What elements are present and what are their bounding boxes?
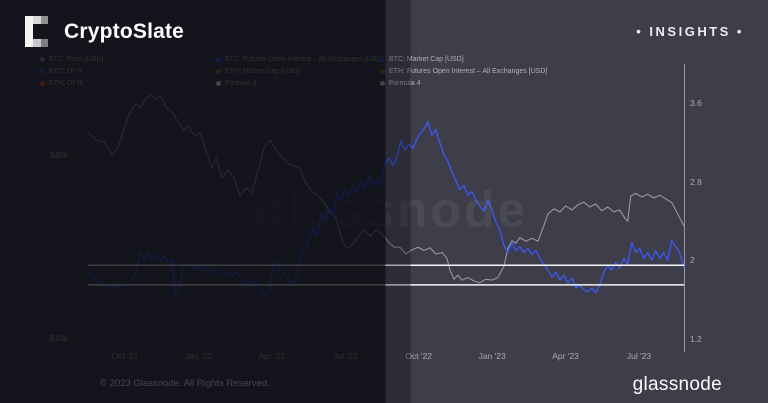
legend-dot-icon [380,68,385,74]
legend-dot-icon [40,80,45,86]
legend-dot-icon [380,56,385,62]
cryptoslate-logo-icon [25,16,48,47]
cryptoslate-title: CryptoSlate [64,19,185,43]
legend-label: ETH: Market Cap [USD] [225,67,300,75]
x-tick-label: Jan '22 [184,351,212,361]
legend-label: ETH: OI % [49,79,83,87]
legend-item: Formula 3 [216,77,383,89]
legend-item: BTC: Price [USD] [40,53,103,65]
glassnode-wordmark: glassnode [632,374,722,395]
legend-item: BTC: OI % [40,65,103,77]
right-axis-label: 3.6 [690,98,702,108]
legend-item: BTC: Market Cap [USD] [380,53,547,65]
legend-item: ETH: OI % [40,77,103,89]
chart-legend: BTC: Price [USD] BTC: OI % ETH: OI % BTC: F… [0,53,768,93]
right-axis-label: 1.2 [690,334,702,344]
legend-column-3: BTC: Market Cap [USD] ETH: Futures Open I… [380,53,547,89]
left-axis-label: $10k [49,333,68,343]
x-tick-label: Apr '23 [552,351,579,361]
legend-column-1: BTC: Price [USD] BTC: OI % ETH: OI % [40,53,103,89]
legend-label: Formula 4 [389,79,421,87]
legend-item: ETH: Futures Open Interest – All Exchang… [380,65,547,77]
legend-item: ETH: Market Cap [USD] [216,65,383,77]
legend-dot-icon [216,56,221,62]
insights-badge: • INSIGHTS • [636,24,744,39]
legend-label: BTC: Futures Open Interest – All Exchang… [225,55,384,63]
right-axis-label: 2.8 [690,176,702,187]
x-tick-label: Jul '23 [626,351,652,361]
legend-label: BTC: OI % [49,67,83,75]
cryptoslate-brand: CryptoSlate [25,16,184,47]
left-axis-label: $40k [49,150,68,160]
x-tick-label: Apr '22 [258,351,286,361]
x-tick-label: Jan '23 [478,351,506,361]
legend-dot-icon [216,68,221,74]
legend-dot-icon [380,80,385,86]
legend-label: Formula 3 [225,79,257,87]
legend-dot-icon [40,68,45,74]
legend-dot-icon [216,80,221,86]
x-tick-label: Oct '21 [111,351,139,361]
glassnode-watermark: glassnode [254,182,529,238]
legend-label: ETH: Futures Open Interest – All Exchang… [389,67,548,75]
legend-item: BTC: Futures Open Interest – All Exchang… [216,53,383,65]
legend-column-2: BTC: Futures Open Interest – All Exchang… [216,53,383,89]
right-axis-label: 2 [690,255,695,266]
legend-label: BTC: Market Cap [USD] [389,55,464,63]
x-tick-label: Oct '22 [405,351,433,361]
legend-label: BTC: Price [USD] [49,55,104,63]
legend-dot-icon [40,56,45,62]
x-tick-label: Jul '22 [333,351,358,361]
legend-item: Formula 4 [380,77,547,89]
copyright-text: © 2023 Glassnode. All Rights Reserved. [100,378,270,389]
